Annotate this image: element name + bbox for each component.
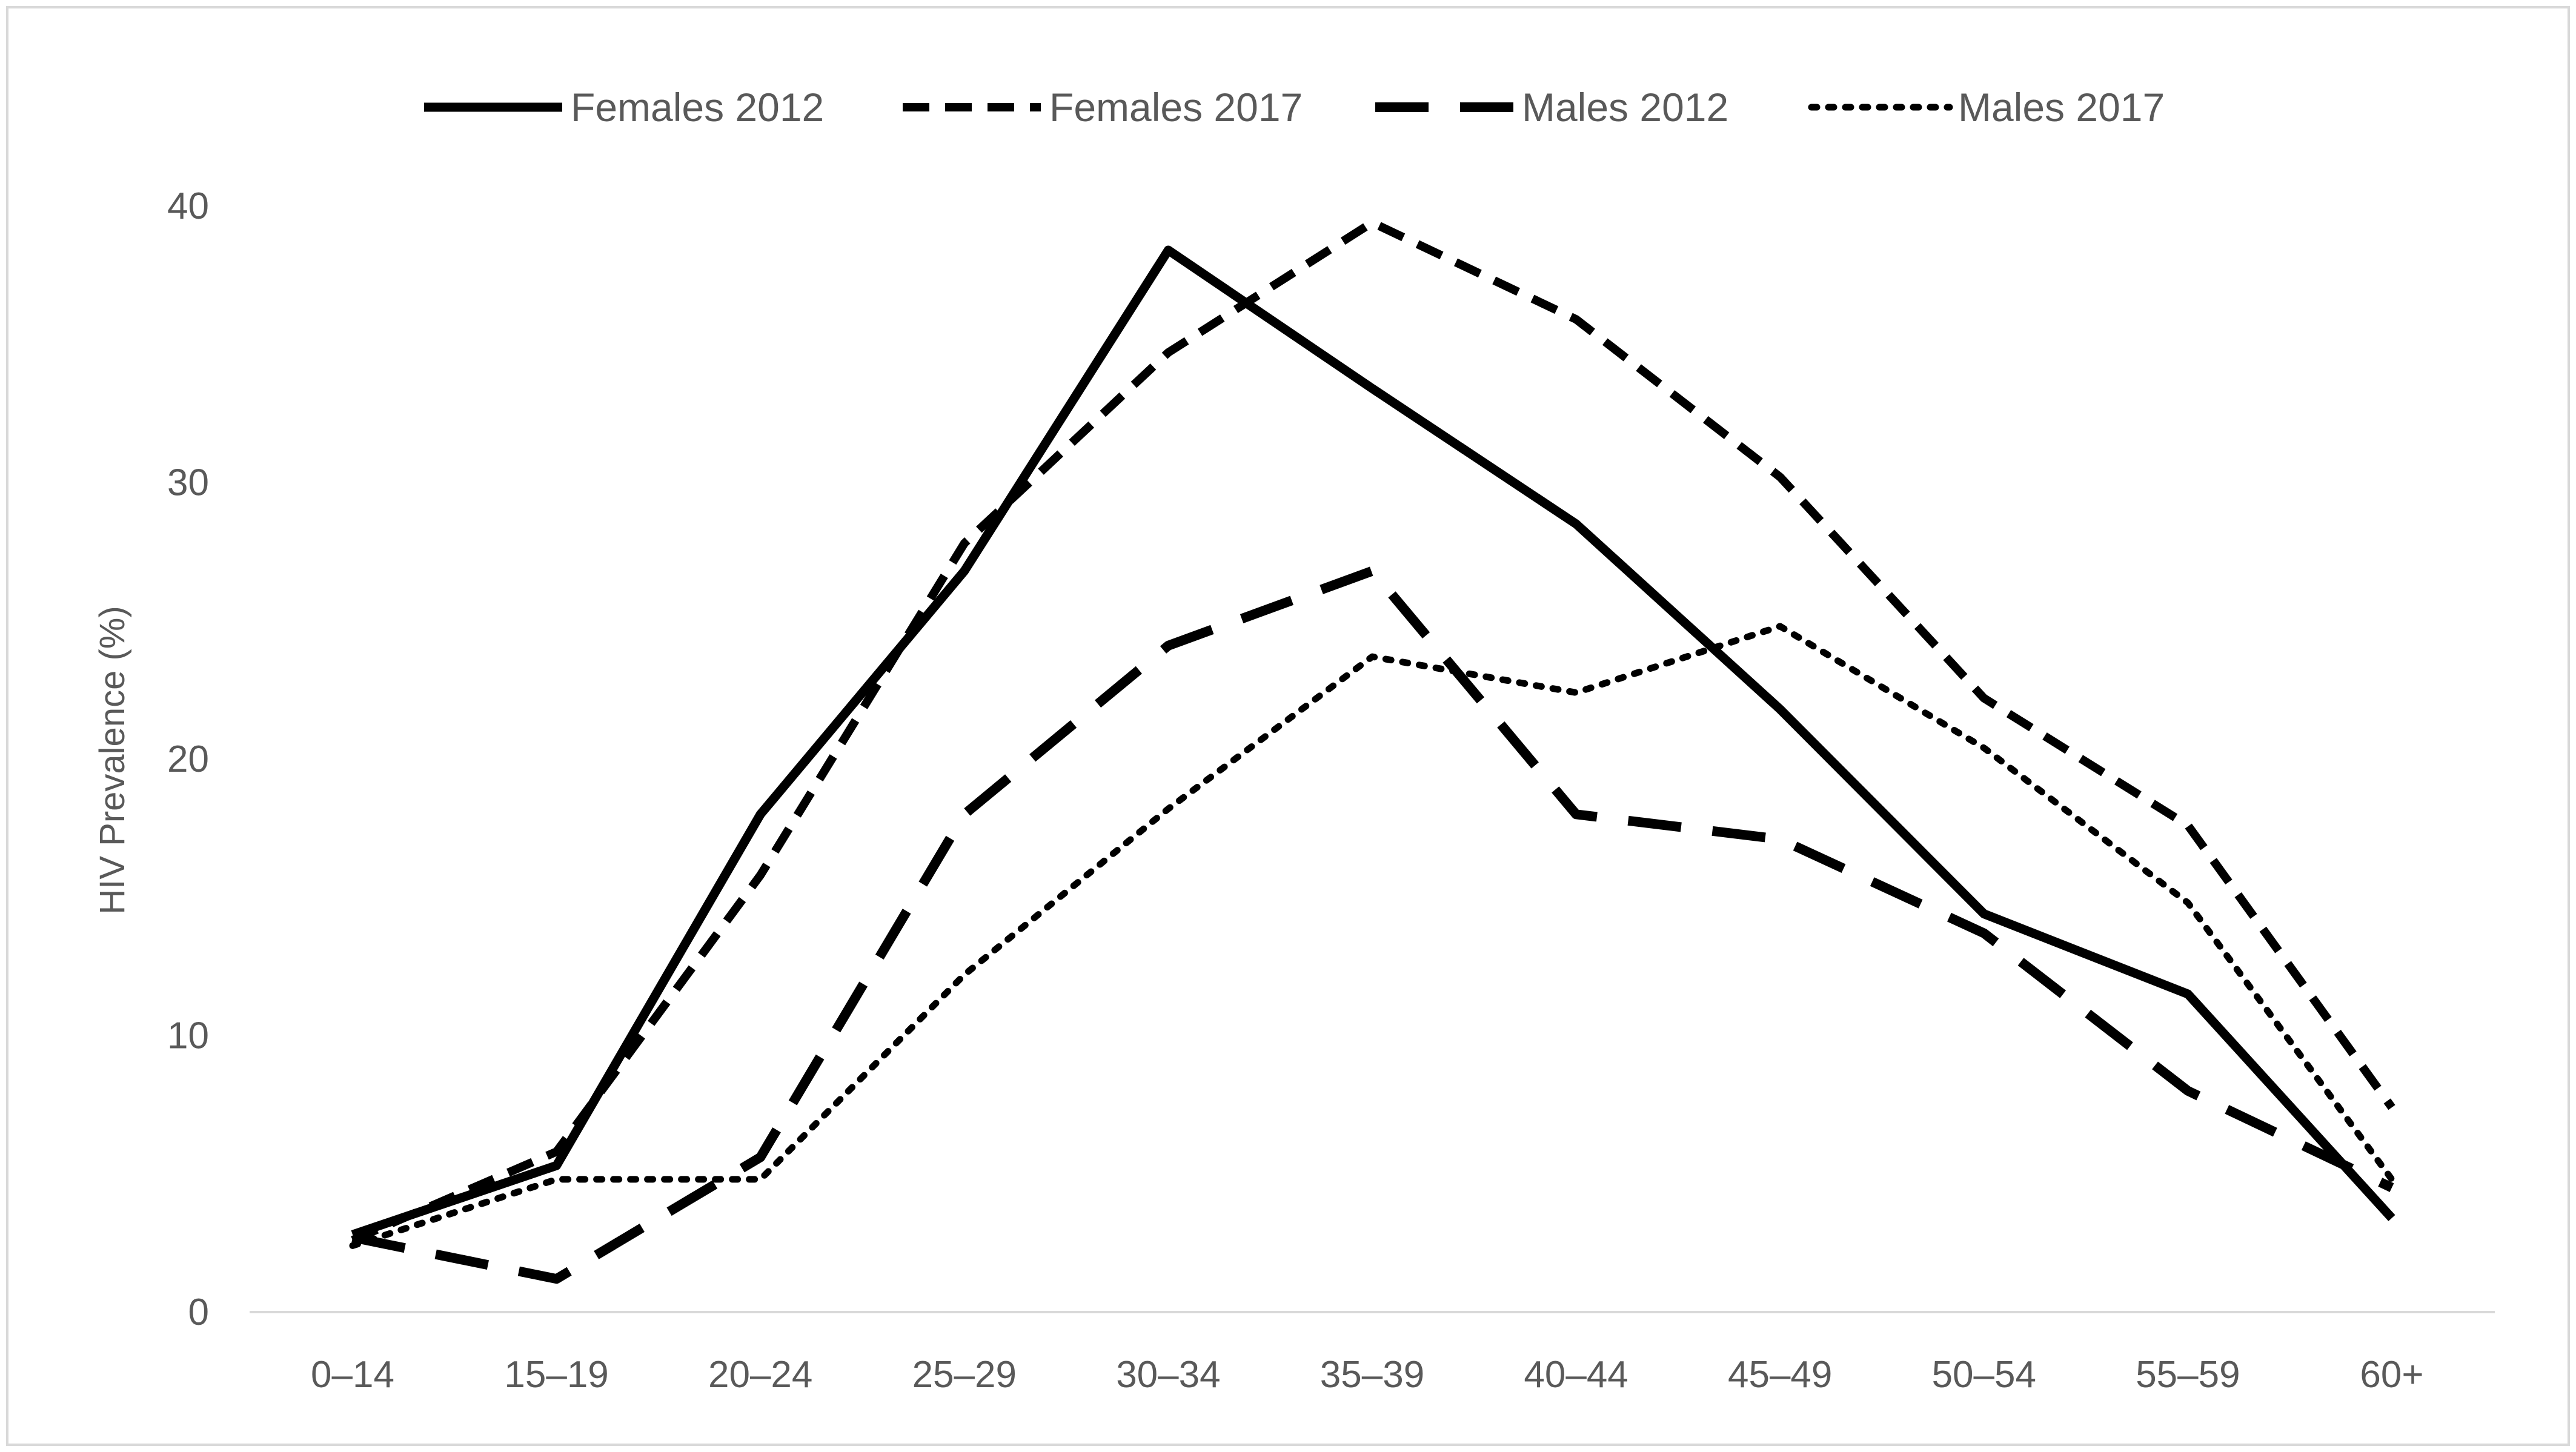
x-tick-label: 25–29: [912, 1354, 1017, 1396]
x-tick-label: 15–19: [504, 1354, 608, 1396]
x-tick-label: 40–44: [1524, 1354, 1628, 1396]
legend-label: Females 2012: [571, 85, 824, 130]
y-tick-label: 0: [188, 1291, 209, 1333]
legend-label: Females 2017: [1049, 85, 1303, 130]
y-axis-ticks: 0 10 20 30 40: [167, 185, 209, 1333]
y-tick-label: 10: [167, 1015, 209, 1057]
series-line-females-2012: [351, 245, 2395, 1239]
legend-label: Males 2017: [1958, 85, 2165, 130]
series-lines: [349, 218, 2395, 1284]
y-tick-label: 40: [167, 185, 209, 227]
legend: Females 2012 Females 2017 Males 2012 Males …: [424, 85, 2165, 130]
series-line-females-2017: [351, 218, 2395, 1244]
series-line-males-2017: [349, 623, 2395, 1249]
x-axis-ticks: 0–14 15–19 20–24 25–29 30–34 35–39 40–44 45–49 5…: [311, 1354, 2424, 1396]
x-tick-label: 50–54: [1932, 1354, 2036, 1396]
x-tick-label: 30–34: [1116, 1354, 1220, 1396]
x-tick-label: 45–49: [1728, 1354, 1832, 1396]
x-tick-label: 60+: [2360, 1354, 2423, 1396]
x-tick-label: 35–39: [1320, 1354, 1424, 1396]
chart-border: [6, 6, 2570, 1446]
y-tick-label: 30: [167, 462, 209, 504]
y-axis-title: HIV Prevalence (%): [93, 606, 132, 914]
series-line-males-2012: [351, 566, 2394, 1284]
y-tick-label: 20: [167, 738, 209, 780]
x-tick-label: 20–24: [708, 1354, 812, 1396]
x-tick-label: 55–59: [2136, 1354, 2240, 1396]
x-tick-label: 0–14: [311, 1354, 394, 1396]
legend-label: Males 2012: [1522, 85, 1728, 130]
